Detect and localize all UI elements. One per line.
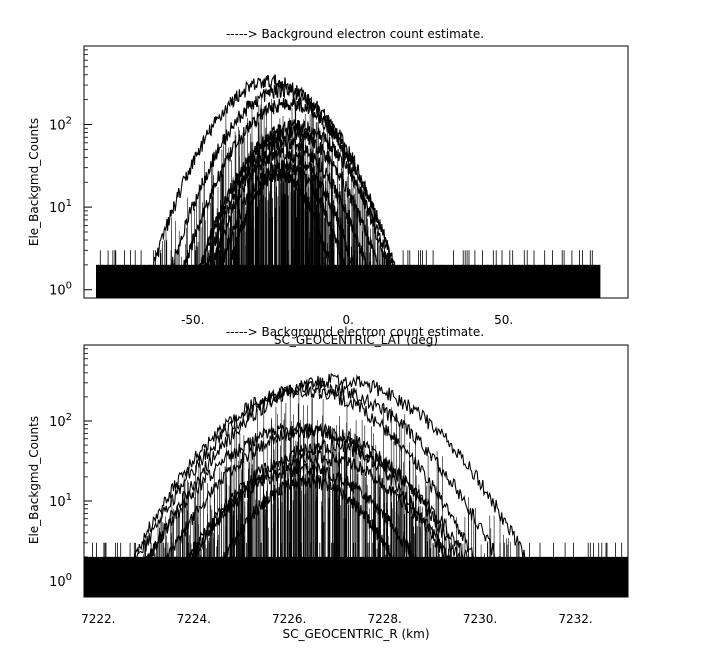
x-axis-label-2: SC_GEOCENTRIC_R (km) bbox=[283, 627, 430, 641]
series-line-1-5 bbox=[192, 125, 387, 290]
x-tick-label-2-6: 7232. bbox=[558, 612, 592, 626]
y-tick-label-1-1: 100 bbox=[49, 281, 72, 299]
plot-frame-1 bbox=[83, 45, 629, 299]
x-ticks-1: -50. 0. 50. bbox=[181, 292, 513, 327]
chart-title-1: -----> Background electron count estimat… bbox=[226, 27, 484, 41]
x-tick-label-2-2: 7224. bbox=[177, 612, 211, 626]
series-line-2-1 bbox=[135, 372, 538, 584]
series-line-1-6 bbox=[198, 135, 374, 295]
y-tick-label-2-3: 102 bbox=[49, 412, 72, 430]
chart-title-2: -----> Background electron count estimat… bbox=[226, 325, 484, 339]
series-line-2-2 bbox=[126, 380, 510, 583]
series-spikes-2-9 bbox=[225, 485, 403, 597]
panel-latitude: -----> Background electron count estimat… bbox=[27, 27, 629, 347]
x-tick-label-2-5: 7230. bbox=[463, 612, 497, 626]
series-line-2-8 bbox=[179, 462, 429, 586]
y-tick-label-1-2: 101 bbox=[49, 198, 72, 216]
y-axis-label-2: Ele_Backgmd_Counts bbox=[27, 416, 41, 544]
x-tick-label-1-2: 0. bbox=[343, 313, 354, 327]
y-ticks-2: 100 101 102 bbox=[49, 348, 92, 590]
series-spikes-1-9 bbox=[225, 176, 336, 298]
x-tick-label-2-1: 7222. bbox=[81, 612, 115, 626]
series-line-1-7 bbox=[204, 146, 362, 293]
plot-area-2 bbox=[84, 372, 628, 597]
plot-frame-2 bbox=[83, 344, 629, 598]
x-tick-label-2-3: 7226. bbox=[272, 612, 306, 626]
series-line-2-6 bbox=[174, 438, 481, 585]
x-tick-label-2-4: 7228. bbox=[367, 612, 401, 626]
y-tick-label-2-2: 101 bbox=[49, 492, 72, 510]
series-line-2-9 bbox=[212, 472, 405, 588]
x-axis-label-1: SC_GEOCENTRIC_LAT (deg) bbox=[274, 333, 438, 347]
x-tick-label-1-3: 50. bbox=[494, 313, 513, 327]
series-line-1-9 bbox=[223, 167, 337, 296]
x-tick-label-1-1: -50. bbox=[181, 313, 204, 327]
series-line-2-3 bbox=[121, 383, 486, 584]
y-axis-label-1: Ele_Backgmd_Counts bbox=[27, 118, 41, 246]
x-ticks-2: 7222. 7224. 7226. 7228. 7230. 7232. bbox=[81, 591, 593, 626]
series-line-1-3 bbox=[176, 97, 402, 296]
y-ticks-1: 100 101 102 bbox=[49, 49, 92, 299]
series-line-2-5 bbox=[155, 422, 472, 584]
panel-radius: -----> Background electron count estimat… bbox=[27, 325, 629, 641]
y-tick-label-1-3: 102 bbox=[49, 115, 72, 133]
y-tick-label-2-1: 100 bbox=[49, 572, 72, 590]
plot-area-1 bbox=[96, 74, 601, 298]
